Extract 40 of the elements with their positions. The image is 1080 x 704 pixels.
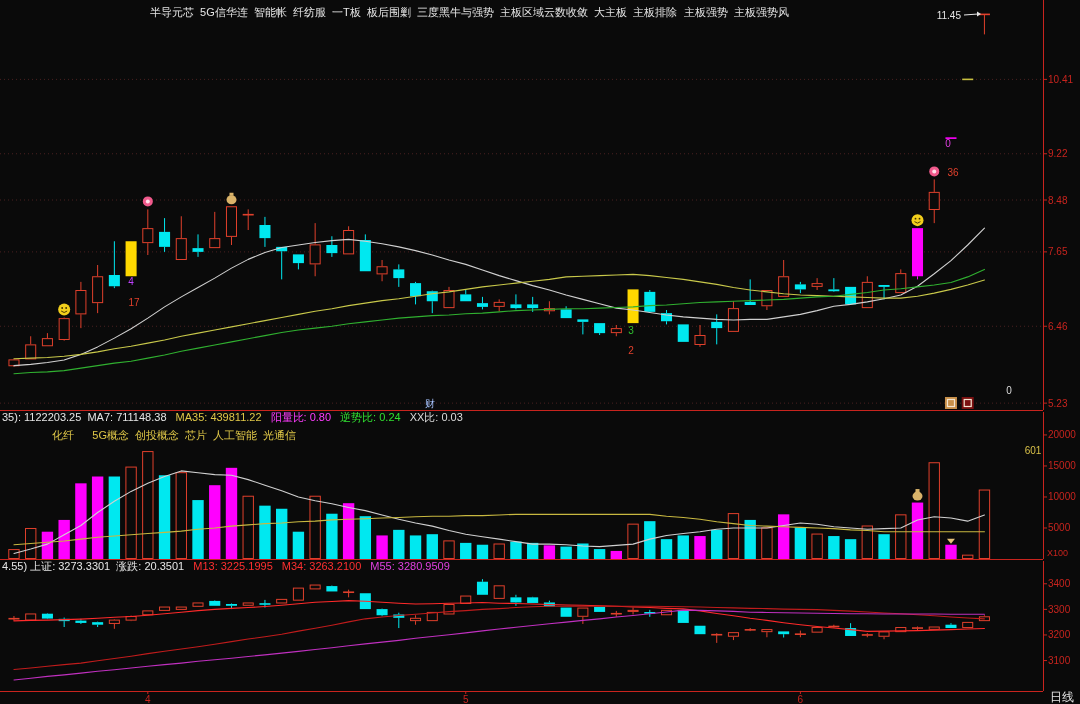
x-tick-label: 5	[462, 694, 469, 704]
annotation: 4	[128, 276, 135, 287]
annotation: 3	[628, 325, 635, 336]
annotation: M34: 3263.2100	[281, 560, 362, 572]
y-tick-label: 15000	[1048, 460, 1077, 472]
y-tick-label: 7.65	[1048, 246, 1068, 258]
annotation: 2	[628, 345, 635, 356]
chart-title: 4.55) 上证: 3273.3301 涨跌: 20.3501	[2, 560, 185, 572]
annotation: 阳量比: 0.80	[270, 411, 332, 423]
annotation: 财	[425, 398, 435, 409]
annotation: 17	[128, 297, 140, 308]
annotation: 601	[1024, 445, 1042, 456]
y-tick-label: 10000	[1048, 491, 1077, 503]
y-tick-label: 9.22	[1048, 148, 1068, 160]
y-tick-label: 20000	[1048, 429, 1077, 441]
annotation: 逆势比: 0.24	[340, 411, 401, 423]
y-tick-label: 10.41	[1048, 73, 1074, 85]
annotation: 11.45	[936, 10, 962, 21]
x-axis-title: 日线	[1050, 690, 1074, 704]
y-tick-label: 3300	[1048, 603, 1071, 615]
text: 半导元芯 5G信华连 智能帐 纤纺服 一T板 板后围剿 三度黑牛与强势 主板区域云数收敛 大主板 主板排除 主板强势 主板强势风	[150, 6, 789, 18]
y-tick-label: 3200	[1048, 629, 1071, 641]
x-tick-label: 4	[145, 694, 152, 704]
annotation: M55: 3280.9509	[370, 560, 450, 572]
annotation: MA35: 439811.22	[175, 411, 262, 423]
y-tick-label: 6.46	[1048, 320, 1068, 332]
x-tick-label: 6	[797, 694, 804, 704]
y-tick-label: 3100	[1048, 655, 1071, 667]
annotation: XX比: 0.03	[409, 411, 463, 423]
y-tick-label: 5.23	[1048, 397, 1068, 409]
annotation: 0	[1006, 385, 1013, 396]
chart-title: 35): 1122203.25 MA7: 711148.38	[2, 411, 167, 423]
annotation: 36	[947, 167, 959, 178]
y-tick-label: 8.48	[1048, 194, 1068, 206]
annotation: 0	[945, 138, 952, 149]
y-tick-label: 3400	[1048, 578, 1071, 590]
annotation: M13: 3225.1995	[193, 560, 273, 572]
y-axis-title: X100	[1047, 548, 1069, 558]
y-tick-label: 5000	[1048, 522, 1071, 534]
text: 化纤 5G概念 创投概念 芯片 人工智能 光通信	[52, 429, 297, 441]
